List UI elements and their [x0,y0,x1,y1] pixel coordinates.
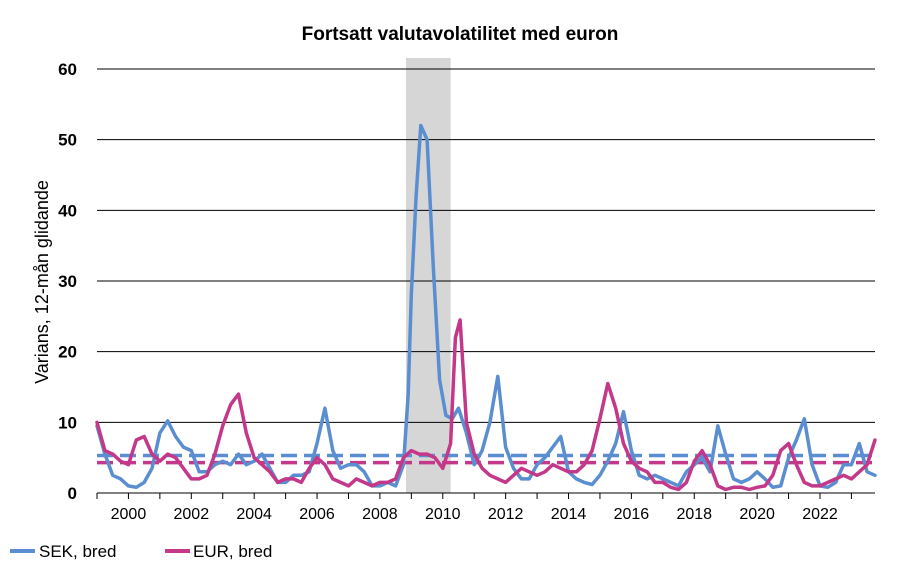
legend-label-sek: SEK, bred [39,542,117,561]
y-tick-label-0: 0 [68,484,77,503]
chart-title: Fortsatt valutavolatilitet med euron [302,24,619,45]
x-tick-label-2000: 2000 [111,506,147,523]
series-line-sek [95,123,877,490]
x-tick-label-2016: 2016 [614,506,650,523]
x-axis-ticks: 2000 2002 2004 2006 2008 2010 2012 2014 2016 2018… [96,492,875,523]
gridlines [97,68,875,494]
x-tick-label-2010: 2010 [425,506,461,523]
x-tick-label-2008: 2008 [362,506,398,523]
x-tick-label-2012: 2012 [488,506,524,523]
x-tick-label-2022: 2022 [802,506,838,523]
x-tick-label-2002: 2002 [174,506,210,523]
y-axis-ticks: 0 10 20 30 40 50 60 [58,60,77,503]
series-lines [95,123,877,492]
x-tick-label-2020: 2020 [739,506,775,523]
x-tick-label-2004: 2004 [236,506,272,523]
y-tick-label-20: 20 [58,343,77,362]
legend-label-eur: EUR, bred [193,542,272,561]
x-tick-label-2006: 2006 [299,506,335,523]
y-axis-label: Varians, 12-mån glidande [32,180,52,384]
y-tick-label-50: 50 [58,131,77,150]
legend: SEK, bred EUR, bred [10,542,272,561]
x-tick-label-2014: 2014 [551,506,587,523]
x-tick-label-2018: 2018 [676,506,712,523]
series-line-eur [95,318,877,492]
y-tick-label-30: 30 [58,272,77,291]
y-tick-label-60: 60 [58,60,77,79]
y-tick-label-40: 40 [58,201,77,220]
y-tick-label-10: 10 [58,413,77,432]
